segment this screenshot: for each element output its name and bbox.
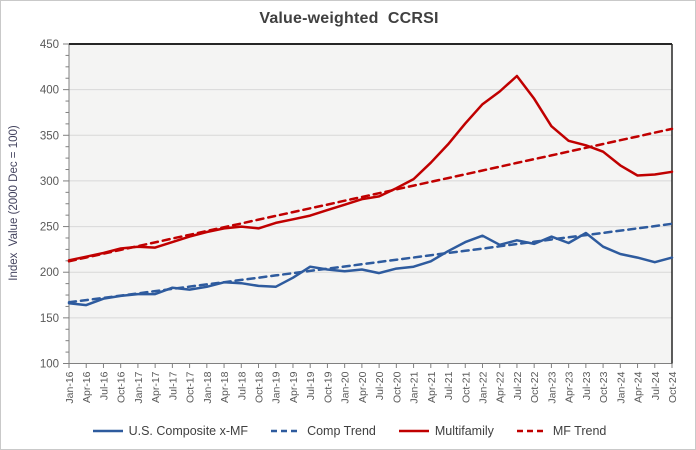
x-tick-label: Apr-19 [288, 371, 300, 403]
x-tick-label: Jul-18 [236, 371, 248, 400]
x-tick-label: Oct-23 [598, 371, 610, 403]
x-tick-label: Apr-16 [81, 371, 93, 403]
series-line-multifamily [67, 74, 674, 262]
plot-background [69, 44, 672, 364]
x-tick-label: Oct-18 [254, 371, 266, 403]
series-line-mf-trend [67, 127, 674, 263]
x-tick-label: Jan-21 [409, 371, 421, 403]
x-tick-label: Apr-20 [357, 371, 369, 403]
x-tick-label: Oct-19 [322, 371, 334, 403]
x-tick-label: Jul-21 [443, 371, 455, 400]
x-tick-label: Oct-17 [185, 371, 197, 403]
y-tick-label: 350 [40, 130, 59, 142]
x-tick-label: Oct-22 [529, 371, 541, 403]
x-tick-label: Oct-20 [391, 371, 403, 403]
x-tick-label: Oct-21 [460, 371, 472, 403]
x-tick-label: Jan-19 [271, 371, 283, 403]
x-tick-label: Apr-18 [219, 371, 231, 403]
x-tick-label: Oct-16 [116, 371, 128, 403]
x-tick-label: Jul-19 [305, 371, 317, 400]
chart-legend: U.S. Composite x-MF Comp Trend Multifamily… [1, 424, 695, 438]
chart-title: Value-weighted CCRSI [259, 10, 439, 27]
x-tick-label: Jan-24 [615, 371, 627, 403]
legend-line-sample [92, 429, 123, 433]
y-tick-label: 150 [40, 313, 59, 325]
x-tick-label: Jan-17 [133, 371, 145, 403]
y-tick-label: 200 [40, 267, 59, 279]
legend-label: Multifamily [434, 424, 494, 438]
x-tick-label: Apr-24 [633, 371, 645, 403]
x-tick-label: Jul-20 [374, 371, 386, 400]
x-tick-label: Jul-24 [650, 371, 662, 400]
legend-item-2: Multifamily [398, 424, 494, 438]
x-tick-label: Jul-17 [167, 371, 179, 400]
x-tick-label: Jul-16 [98, 371, 110, 400]
legend-item-1: Comp Trend [270, 424, 376, 438]
x-tick-label: Jul-22 [512, 371, 524, 400]
x-tick-label: Apr-23 [564, 371, 576, 403]
legend-item-0: U.S. Composite x-MF [92, 424, 248, 438]
x-tick-label: Apr-17 [150, 371, 162, 403]
legend-line-sample [271, 429, 302, 433]
x-tick-label: Jan-22 [477, 371, 489, 403]
x-tick-label: Jul-23 [581, 371, 593, 400]
x-tick-label: Apr-22 [495, 371, 507, 403]
legend-label: Comp Trend [307, 424, 376, 438]
series-line-u-s-composite-x-mf [67, 231, 674, 307]
y-tick-label: 250 [40, 222, 59, 234]
x-tick-label: Jan-23 [546, 371, 558, 403]
x-tick-label: Jan-20 [340, 371, 352, 403]
legend-line-sample [516, 429, 547, 433]
x-tick-label: Apr-21 [426, 371, 438, 403]
x-tick-label: Jan-16 [64, 371, 76, 403]
legend-line-sample [398, 429, 429, 433]
legend-label: MF Trend [552, 424, 607, 438]
x-tick-label: Jan-18 [202, 371, 214, 403]
y-tick-label: 400 [40, 85, 59, 97]
legend-item-3: MF Trend [516, 424, 607, 438]
x-tick-label: Oct-24 [667, 371, 679, 403]
y-tick-label: 300 [40, 176, 59, 188]
legend-label: U.S. Composite x-MF [128, 424, 249, 438]
y-tick-label: 450 [40, 39, 59, 51]
y-tick-label: 100 [40, 359, 59, 371]
